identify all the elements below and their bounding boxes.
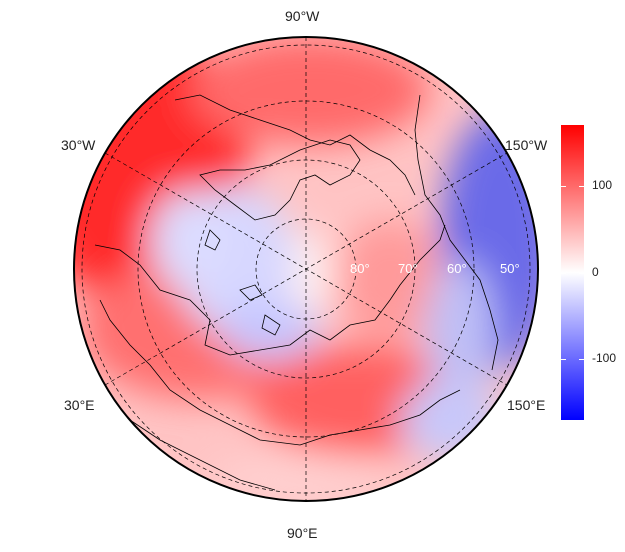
longitude-label-top: 90°W (285, 8, 320, 24)
colorbar-tick-label: 100 (592, 177, 613, 192)
longitude-label-upper-left: 30°W (61, 137, 96, 153)
longitude-label-upper-right: 150°W (505, 137, 548, 153)
latitude-labels: 80° 70° 60° 50° (350, 261, 520, 276)
latitude-label-80: 80° (350, 261, 370, 276)
longitude-label-lower-right: 150°E (507, 397, 546, 413)
longitude-label-lower-left: 30°E (64, 397, 95, 413)
colorbar-tick-label: -100 (592, 351, 617, 366)
colorbar-tick-label: 0 (592, 264, 599, 279)
coastlines (94, 94, 499, 491)
anomaly-field (74, 37, 538, 501)
graticule (81, 37, 531, 501)
colorbar-tick-mark (561, 359, 566, 361)
colorbar-tick-mark (579, 185, 584, 187)
colorbar-tick-mark (579, 359, 584, 361)
latitude-label-60: 60° (447, 261, 467, 276)
latitude-label-50: 50° (500, 261, 520, 276)
colorbar-tick-mark (561, 185, 566, 187)
latitude-label-70: 70° (398, 261, 418, 276)
map-border (73, 36, 539, 502)
meridian-30e-150w (104, 152, 508, 386)
colorbar-tick-mark (561, 272, 566, 274)
colorbar-tick-mark (579, 272, 584, 274)
longitude-label-bottom: 90°E (287, 525, 318, 541)
colorbar (561, 125, 584, 420)
